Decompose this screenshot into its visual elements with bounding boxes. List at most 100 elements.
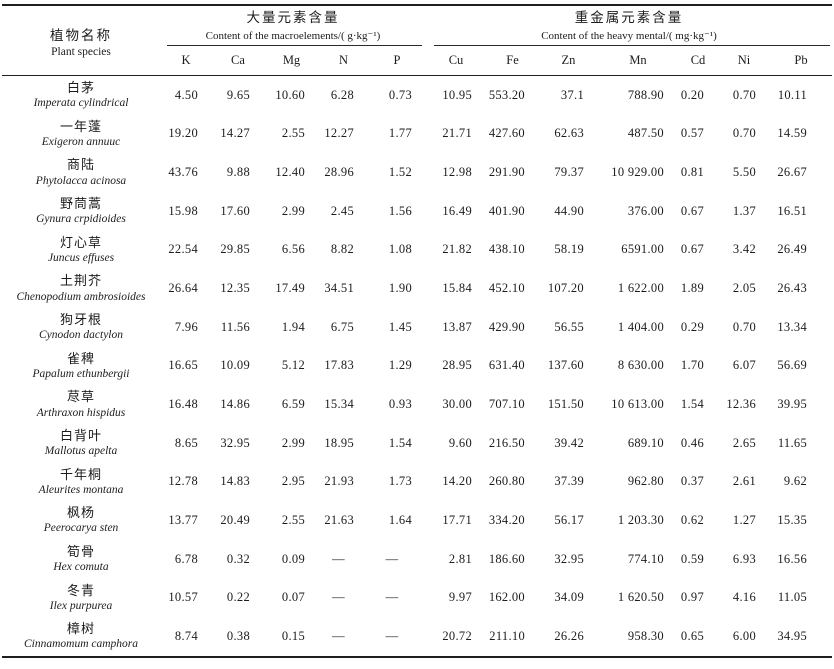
value-cell: 18.95 xyxy=(324,435,354,450)
value-cell: 26.26 xyxy=(554,629,584,644)
table-body: 白茅 Imperata cylindrical 4.50 9.65 10.60 6.28 0… xyxy=(2,76,832,656)
plant-name-latin: Mallotus apelta xyxy=(44,445,118,458)
value-cell: 30.00 xyxy=(442,397,472,412)
value-cell: 0.32 xyxy=(226,551,250,566)
column-header-mn: Mn xyxy=(629,53,647,67)
column-header-cu: Cu xyxy=(448,53,464,67)
plant-elements-table: 植物名称 Plant species 大量元素含量 Content of the… xyxy=(2,4,832,658)
plant-name-cell: 冬青 Ilex purpurea xyxy=(2,583,160,614)
value-cell: 376.00 xyxy=(627,203,664,218)
value-cell: 1 203.30 xyxy=(617,513,664,528)
value-cell: 15.35 xyxy=(777,513,807,528)
macroelements-title-en: Content of the macroelements/( g·kg⁻¹) xyxy=(205,30,381,42)
value-cell: 689.10 xyxy=(627,435,664,450)
value-cell: 429.90 xyxy=(488,319,525,334)
value-cell: 0.20 xyxy=(680,87,704,102)
value-cell: 16.56 xyxy=(777,551,807,566)
value-cell: 0.97 xyxy=(680,590,704,605)
column-header-k: K xyxy=(181,53,191,67)
value-cell: — xyxy=(385,590,399,605)
value-cell: 0.65 xyxy=(680,629,704,644)
value-cell: 401.90 xyxy=(488,203,525,218)
plant-name-latin: Hex comuta xyxy=(53,561,109,574)
value-cell: 12.40 xyxy=(275,165,305,180)
plant-name-cell: 白茅 Imperata cylindrical xyxy=(2,80,160,111)
table-row: 一年蓬 Exigeron annuuc 19.20 14.27 2.55 12.27 1.7… xyxy=(2,115,832,154)
value-cell: 2.61 xyxy=(732,474,756,489)
heavy-metals-title-en: Content of the heavy mental/( mg·kg⁻¹) xyxy=(541,30,717,42)
plant-name-latin: Aleurites montana xyxy=(38,483,124,496)
value-cell: 8.74 xyxy=(174,629,198,644)
value-cell: 6.93 xyxy=(732,551,756,566)
column-header-mg: Mg xyxy=(282,53,301,67)
value-cell: 0.73 xyxy=(388,87,412,102)
value-cell: 10 929.00 xyxy=(611,165,664,180)
value-cell: 39.42 xyxy=(554,435,584,450)
plant-name-cell: 一年蓬 Exigeron annuuc xyxy=(2,119,160,150)
value-cell: 14.83 xyxy=(220,474,250,489)
value-cell: 1 404.00 xyxy=(617,319,664,334)
value-cell: 1.54 xyxy=(680,397,704,412)
heavy-metals-group-header: 重金属元素含量 Content of the heavy mental/( mg… xyxy=(426,6,832,75)
plant-name-latin: Phytolacca acinosa xyxy=(35,174,127,187)
value-cell: 107.20 xyxy=(547,281,584,296)
plant-name-zh: 一年蓬 xyxy=(59,118,102,134)
value-cell: 34.95 xyxy=(777,629,807,644)
value-cell: 1.37 xyxy=(732,203,756,218)
value-cell: 17.71 xyxy=(442,513,472,528)
value-cell: 14.86 xyxy=(220,397,250,412)
value-cell: 4.16 xyxy=(732,590,756,605)
column-header-ni: Ni xyxy=(737,53,751,67)
plant-name-latin: Juncus effuses xyxy=(47,251,115,264)
value-cell: 334.20 xyxy=(488,513,525,528)
plant-name-zh: 荩草 xyxy=(66,389,95,405)
value-cell: 10 613.00 xyxy=(611,397,664,412)
value-cell: 0.81 xyxy=(680,165,704,180)
value-cell: — xyxy=(332,629,345,644)
value-cell: 260.80 xyxy=(488,474,525,489)
value-cell: 13.34 xyxy=(777,319,807,334)
value-cell: 6.07 xyxy=(732,358,756,373)
value-cell: 2.05 xyxy=(732,281,756,296)
value-cell: 0.70 xyxy=(732,87,756,102)
value-cell: 1.52 xyxy=(388,165,412,180)
value-cell: 28.95 xyxy=(442,358,472,373)
plant-name-zh: 土荆芥 xyxy=(59,273,102,289)
value-cell: 15.98 xyxy=(168,203,198,218)
value-cell: 0.70 xyxy=(732,126,756,141)
value-cell: 56.69 xyxy=(777,358,807,373)
value-cell: 17.49 xyxy=(275,281,305,296)
table-row: 樟树 Cinnamomum camphora 8.74 0.38 0.15 — — 20.72… xyxy=(2,617,832,656)
value-cell: 6.75 xyxy=(330,319,354,334)
value-cell: 8.65 xyxy=(174,435,198,450)
value-cell: 22.54 xyxy=(168,242,198,257)
value-cell: 2.55 xyxy=(281,126,305,141)
value-cell: 15.84 xyxy=(442,281,472,296)
value-cell: 9.60 xyxy=(448,435,472,450)
table-row: 千年桐 Aleurites montana 12.78 14.83 2.95 21.93 1… xyxy=(2,463,832,502)
plant-name-zh: 白茅 xyxy=(66,80,95,96)
plant-name-zh: 商陆 xyxy=(66,157,95,173)
value-cell: 17.60 xyxy=(220,203,250,218)
value-cell: 211.10 xyxy=(489,629,525,644)
value-cell: 28.96 xyxy=(324,165,354,180)
value-cell: 12.78 xyxy=(168,474,198,489)
table-row: 白茅 Imperata cylindrical 4.50 9.65 10.60 6.28 0… xyxy=(2,76,832,115)
value-cell: 5.50 xyxy=(732,165,756,180)
value-cell: 291.90 xyxy=(488,165,525,180)
value-cell: 4.50 xyxy=(174,87,198,102)
value-cell: 1 622.00 xyxy=(617,281,664,296)
value-cell: 1.08 xyxy=(388,242,412,257)
value-cell: 0.93 xyxy=(388,397,412,412)
value-cell: 774.10 xyxy=(627,551,664,566)
table-row: 商陆 Phytolacca acinosa 43.76 9.88 12.40 28.96 1… xyxy=(2,153,832,192)
value-cell: 12.27 xyxy=(324,126,354,141)
value-cell: 39.95 xyxy=(777,397,807,412)
plant-name-zh: 樟树 xyxy=(66,621,95,637)
value-cell: 0.22 xyxy=(226,590,250,605)
value-cell: 14.59 xyxy=(777,126,807,141)
value-cell: 26.49 xyxy=(777,242,807,257)
value-cell: 6.00 xyxy=(732,629,756,644)
table-row: 筍骨 Hex comuta 6.78 0.32 0.09 — — 2.81 186.60 32.9… xyxy=(2,540,832,579)
plant-species-header-zh: 植物名称 xyxy=(50,27,112,43)
